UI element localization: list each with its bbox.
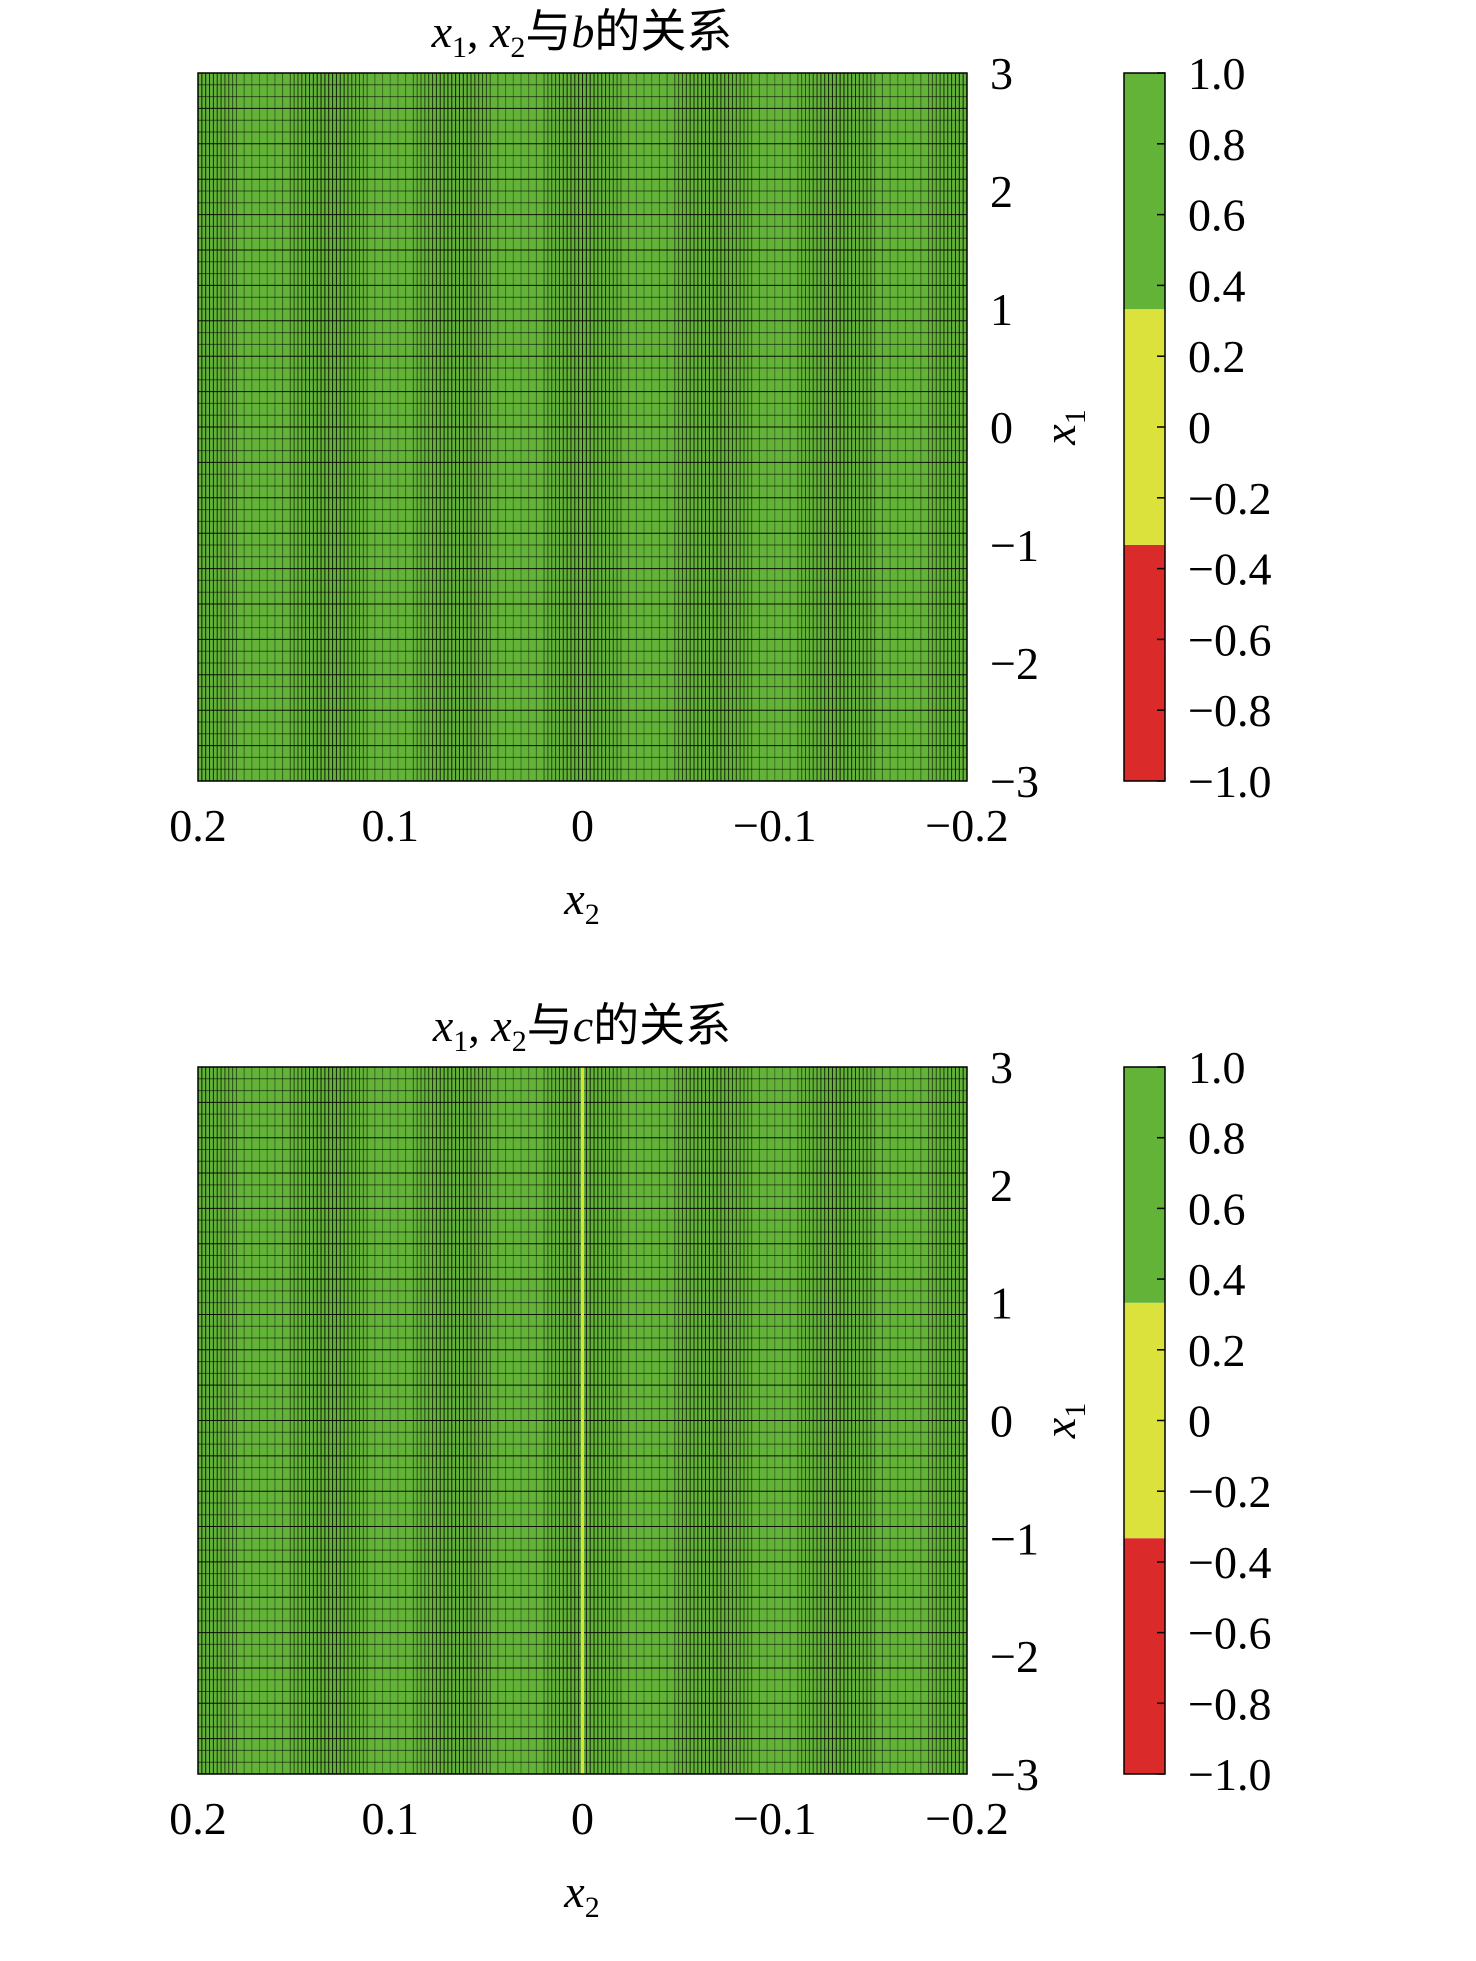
colorbar-tick-label: 1.0 xyxy=(1188,1042,1246,1093)
y-tick-label: 2 xyxy=(990,1160,1013,1211)
x-tick-label: −0.1 xyxy=(733,800,816,851)
colorbar-tick-label: −0.8 xyxy=(1188,685,1271,736)
colorbar-band-0 xyxy=(1124,1538,1165,1774)
colorbar-tick-label: −0.2 xyxy=(1188,473,1271,524)
x-tick-label: 0.1 xyxy=(362,1793,420,1844)
heatmap-mesh xyxy=(197,72,968,782)
y-tick-label: 3 xyxy=(990,48,1013,99)
y-axis-label: x1 xyxy=(1034,1403,1092,1439)
colorbar-tick-label: −0.4 xyxy=(1188,544,1271,595)
colorbar-tick-label: 0.8 xyxy=(1188,1113,1246,1164)
x-tick-label: −0.2 xyxy=(925,1793,1008,1844)
x-tick-label: 0 xyxy=(571,800,594,851)
colorbar-band-0 xyxy=(1124,544,1165,781)
x-tick-label: 0.2 xyxy=(169,1793,227,1844)
colorbar-tick-label: −0.6 xyxy=(1188,614,1271,665)
y-tick-label: 2 xyxy=(990,166,1013,217)
colorbar-tick-label: 0.8 xyxy=(1188,119,1246,170)
x-tick-label: −0.2 xyxy=(925,800,1008,851)
x-tick-label: 0 xyxy=(571,1793,594,1844)
colorbar-tick-label: −0.2 xyxy=(1188,1466,1271,1517)
colorbar-tick-label: −1.0 xyxy=(1188,756,1271,807)
colorbar: 1.0 0.8 0.6 0.4 0.2 0 −0.2 −0.4 −0.6 −0.8 −1.0 xyxy=(1123,48,1271,807)
y-tick-label: −2 xyxy=(990,1631,1039,1682)
y-tick-label: −3 xyxy=(990,1749,1039,1800)
y-tick-label: 0 xyxy=(990,1396,1013,1447)
y-tick-label: 0 xyxy=(990,402,1013,453)
chart-title: x1, x2与b的关系 xyxy=(431,6,733,64)
colorbar-tick-label: −0.4 xyxy=(1188,1537,1271,1588)
plot-frame xyxy=(197,72,968,782)
x-tick-label: 0.1 xyxy=(362,800,420,851)
colorbar-tick-label: 0.6 xyxy=(1188,1183,1246,1234)
colorbar-tick-label: 0.6 xyxy=(1188,190,1246,241)
x-axis-label: x2 xyxy=(563,1866,599,1924)
y-tick-label: −1 xyxy=(990,1513,1039,1564)
colorbar-tick-label: 1.0 xyxy=(1188,48,1246,99)
y-tick-label: 1 xyxy=(990,284,1013,335)
colorbar-tick-label: −0.6 xyxy=(1188,1608,1271,1659)
y-tick-label: 1 xyxy=(990,1278,1013,1329)
chart-panel-c: x1, x2与c的关系 0.2 0.1 0 −0.1 −0.2 3 2 1 0 −1 −2 −3 x2 x1… xyxy=(169,1000,1271,1924)
chart-title: x1, x2与c的关系 xyxy=(432,1000,731,1058)
colorbar-tick-label: 0.4 xyxy=(1188,260,1246,311)
y-tick-label: 3 xyxy=(990,1042,1013,1093)
colorbar-tick-label: 0 xyxy=(1188,402,1211,453)
colorbar-tick-label: 0.4 xyxy=(1188,1254,1246,1305)
y-axis-label: x1 xyxy=(1034,409,1092,445)
colorbar-tick-label: 0 xyxy=(1188,1396,1211,1447)
colorbar-band-2 xyxy=(1124,1067,1165,1303)
colorbar: 1.0 0.8 0.6 0.4 0.2 0 −0.2 −0.4 −0.6 −0.8 −1.0 xyxy=(1123,1042,1271,1800)
x-tick-label: −0.1 xyxy=(733,1793,816,1844)
x-tick-label: 0.2 xyxy=(169,800,227,851)
y-tick-label: −2 xyxy=(990,638,1039,689)
colorbar-tick-label: −1.0 xyxy=(1188,1749,1271,1800)
colorbar-band-2 xyxy=(1124,73,1165,310)
colorbar-tick-label: −0.8 xyxy=(1188,1678,1271,1729)
y-tick-label: −1 xyxy=(990,520,1039,571)
colorbar-tick-label: 0.2 xyxy=(1188,331,1246,382)
plot-frame xyxy=(197,1066,968,1775)
chart-panel-b: x1, x2与b的关系 0.2 0.1 0 −0.1 −0.2 3 2 1 0 −1 −2 −3 x2 x1… xyxy=(169,6,1271,931)
y-tick-label: −3 xyxy=(990,756,1039,807)
x-axis-label: x2 xyxy=(563,873,599,931)
colorbar-tick-label: 0.2 xyxy=(1188,1325,1246,1376)
